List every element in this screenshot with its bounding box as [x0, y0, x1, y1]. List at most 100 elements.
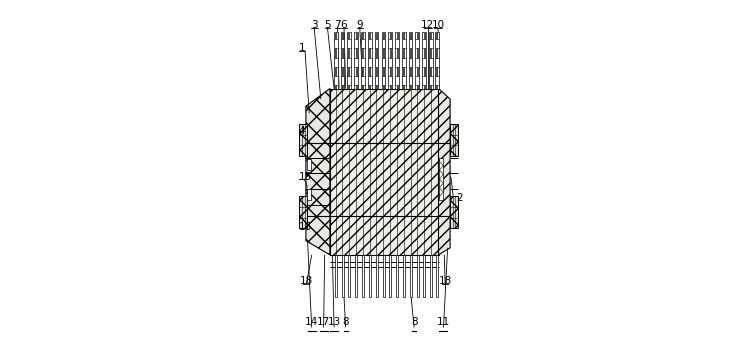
Bar	[334, 58, 338, 67]
Bar	[402, 58, 405, 67]
Bar	[389, 255, 392, 297]
Bar	[439, 158, 444, 200]
Bar	[435, 58, 438, 67]
Text: 5: 5	[324, 20, 331, 30]
Bar	[382, 32, 383, 88]
Bar	[349, 255, 350, 297]
Polygon shape	[438, 88, 450, 255]
Bar	[361, 58, 364, 67]
Text: 7: 7	[334, 20, 341, 30]
Bar	[368, 39, 371, 48]
Bar	[429, 58, 432, 67]
Bar	[395, 76, 399, 85]
Text: 9: 9	[356, 20, 363, 30]
Bar	[362, 255, 364, 297]
Bar	[396, 255, 398, 297]
Bar	[402, 32, 403, 88]
Bar	[423, 39, 426, 48]
Bar	[411, 32, 413, 88]
Text: 8: 8	[342, 318, 349, 327]
Bar	[330, 88, 438, 255]
Bar	[416, 32, 417, 88]
Bar	[376, 255, 378, 297]
Bar	[409, 32, 411, 88]
Bar	[417, 255, 419, 297]
Bar	[347, 39, 351, 48]
Bar	[299, 124, 307, 156]
Bar	[391, 32, 392, 88]
Bar	[307, 189, 311, 200]
Bar	[334, 39, 338, 48]
Bar	[423, 255, 426, 297]
Text: 11: 11	[437, 318, 450, 327]
Bar	[382, 58, 386, 67]
Text: 3: 3	[311, 20, 318, 30]
Bar	[423, 76, 426, 85]
Bar	[349, 32, 351, 88]
Bar	[402, 39, 405, 48]
Bar	[374, 76, 378, 85]
Bar	[374, 39, 378, 48]
Text: 4: 4	[299, 126, 305, 136]
Bar	[347, 76, 351, 85]
Bar	[404, 32, 405, 88]
Bar	[355, 39, 358, 48]
Bar	[416, 76, 419, 85]
Text: 12: 12	[421, 20, 435, 30]
Bar	[347, 58, 351, 67]
Text: 6: 6	[341, 20, 347, 30]
Bar	[361, 39, 364, 48]
Bar	[340, 76, 344, 85]
Bar	[368, 32, 369, 88]
Bar	[334, 76, 338, 85]
Bar	[299, 196, 307, 228]
Bar	[418, 32, 419, 88]
Bar	[369, 255, 371, 297]
Bar	[368, 58, 371, 67]
Bar	[395, 39, 399, 48]
Bar	[370, 32, 371, 88]
Polygon shape	[306, 88, 330, 255]
Bar	[389, 58, 392, 67]
Bar	[389, 76, 392, 85]
Text: 18: 18	[300, 276, 313, 286]
Bar	[307, 159, 311, 170]
Bar	[363, 32, 364, 88]
Bar	[398, 32, 399, 88]
Bar	[342, 255, 344, 297]
Bar	[340, 39, 344, 48]
Bar	[430, 255, 432, 297]
Bar	[382, 39, 386, 48]
Bar	[395, 58, 399, 67]
Bar	[435, 39, 438, 48]
Bar	[357, 32, 358, 88]
Bar	[361, 32, 362, 88]
Bar	[374, 58, 378, 67]
Bar	[374, 32, 376, 88]
Text: 17: 17	[317, 318, 330, 327]
Bar	[368, 76, 371, 85]
Text: 14: 14	[305, 318, 318, 327]
Bar	[382, 76, 386, 85]
Bar	[409, 39, 413, 48]
Bar	[361, 76, 364, 85]
Text: 10: 10	[432, 20, 445, 30]
Bar	[389, 39, 392, 48]
Bar	[376, 32, 378, 88]
Bar	[383, 255, 385, 297]
Bar	[416, 39, 419, 48]
Bar	[336, 32, 338, 88]
Bar	[343, 32, 344, 88]
Bar	[429, 76, 432, 85]
Bar	[384, 32, 386, 88]
Bar	[334, 32, 335, 88]
Bar	[355, 255, 358, 297]
Text: 1: 1	[299, 43, 305, 53]
Bar	[340, 32, 342, 88]
Bar	[410, 255, 412, 297]
Bar	[395, 32, 397, 88]
Bar	[335, 255, 337, 297]
Bar	[340, 58, 344, 67]
Text: 15: 15	[299, 172, 312, 182]
Bar	[409, 76, 413, 85]
